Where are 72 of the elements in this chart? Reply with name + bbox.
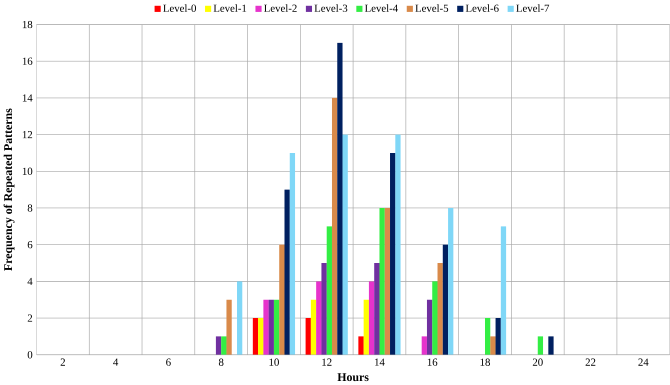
bar xyxy=(548,336,554,355)
x-tick-label: 2 xyxy=(60,358,65,366)
bar xyxy=(258,318,264,355)
x-tick-label: 6 xyxy=(166,358,171,366)
bar xyxy=(384,208,390,355)
y-tick-label: 14 xyxy=(22,94,33,102)
bar xyxy=(538,336,544,355)
bar xyxy=(306,318,311,355)
bar xyxy=(310,300,316,355)
bar xyxy=(364,300,369,355)
bar xyxy=(274,300,280,355)
bar xyxy=(321,263,327,355)
legend-label: Level-3 xyxy=(314,4,348,12)
y-tick-label: 18 xyxy=(22,21,32,28)
bar xyxy=(316,281,322,355)
bar xyxy=(442,244,448,355)
legend-label: Level-5 xyxy=(415,4,448,12)
bar xyxy=(268,300,274,355)
bar xyxy=(252,318,258,355)
bar xyxy=(237,281,242,355)
x-tick-label: 22 xyxy=(586,358,596,366)
bar xyxy=(485,318,490,355)
y-tick-label: 6 xyxy=(28,241,32,248)
legend-label: Level-0 xyxy=(163,4,196,12)
bar xyxy=(226,300,232,355)
x-tick-label: 8 xyxy=(218,358,224,366)
legend-label: Level-2 xyxy=(264,4,297,12)
legend-label: Level-6 xyxy=(466,4,499,12)
bar xyxy=(432,281,438,355)
bar xyxy=(448,208,454,355)
bar xyxy=(368,281,374,355)
bar xyxy=(438,263,443,355)
bar xyxy=(374,263,380,355)
bar xyxy=(426,300,432,355)
y-tick-label: 2 xyxy=(28,314,32,322)
bar xyxy=(332,98,338,355)
x-tick-label: 16 xyxy=(428,358,438,366)
x-tick-label: 12 xyxy=(322,358,332,366)
bar xyxy=(496,318,501,355)
bar xyxy=(358,336,364,355)
bar xyxy=(379,208,385,355)
x-tick-label: 20 xyxy=(532,358,543,366)
bar xyxy=(279,244,284,355)
bar xyxy=(422,336,427,355)
y-tick-label: 8 xyxy=(28,204,32,212)
y-axis-title: Frequency of Repeated Patterns xyxy=(4,108,14,271)
bar xyxy=(284,190,290,355)
y-tick-label: 12 xyxy=(22,131,32,138)
y-tick-label: 0 xyxy=(28,351,32,359)
bar xyxy=(395,134,401,355)
legend-label: Level-4 xyxy=(364,4,398,12)
y-tick-label: 10 xyxy=(22,168,32,176)
bar xyxy=(390,153,396,355)
bar xyxy=(216,336,222,355)
x-tick-label: 14 xyxy=(375,358,385,366)
bar xyxy=(221,336,226,355)
x-tick-label: 4 xyxy=(113,358,118,366)
bar xyxy=(490,336,496,355)
x-tick-label: 10 xyxy=(269,358,279,366)
legend-label: Level-7 xyxy=(516,4,550,12)
bar xyxy=(263,300,269,355)
x-axis-title: Hours xyxy=(337,373,369,382)
bar xyxy=(326,226,332,355)
y-tick-label: 4 xyxy=(28,278,33,286)
bar xyxy=(500,226,506,355)
y-tick-label: 16 xyxy=(22,58,32,65)
x-tick-label: 24 xyxy=(638,358,649,366)
x-tick-label: 18 xyxy=(480,358,490,366)
bar xyxy=(337,43,343,355)
legend-label: Level-1 xyxy=(214,4,246,12)
bar xyxy=(342,134,348,355)
bar xyxy=(290,153,296,355)
